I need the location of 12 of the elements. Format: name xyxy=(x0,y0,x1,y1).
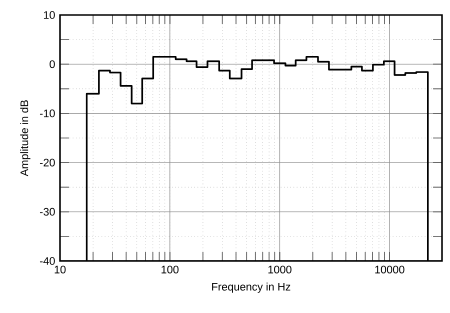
x-tick-label: 1000 xyxy=(268,266,292,274)
y-tick-label: 10 xyxy=(44,11,55,19)
y-tick-label: -40 xyxy=(40,257,55,265)
x-tick-label: 10000 xyxy=(375,266,404,274)
x-tick-label: 100 xyxy=(162,266,179,274)
y-axis-title: Amplitude in dB xyxy=(20,100,30,176)
x-axis-title: Frequency in Hz xyxy=(212,282,290,293)
y-tick-label: 0 xyxy=(50,60,55,68)
y-tick-label: -20 xyxy=(40,158,55,166)
x-tick-label: 10 xyxy=(54,266,66,274)
y-tick-label: -30 xyxy=(40,208,55,216)
y-tick-label: -10 xyxy=(40,110,55,118)
